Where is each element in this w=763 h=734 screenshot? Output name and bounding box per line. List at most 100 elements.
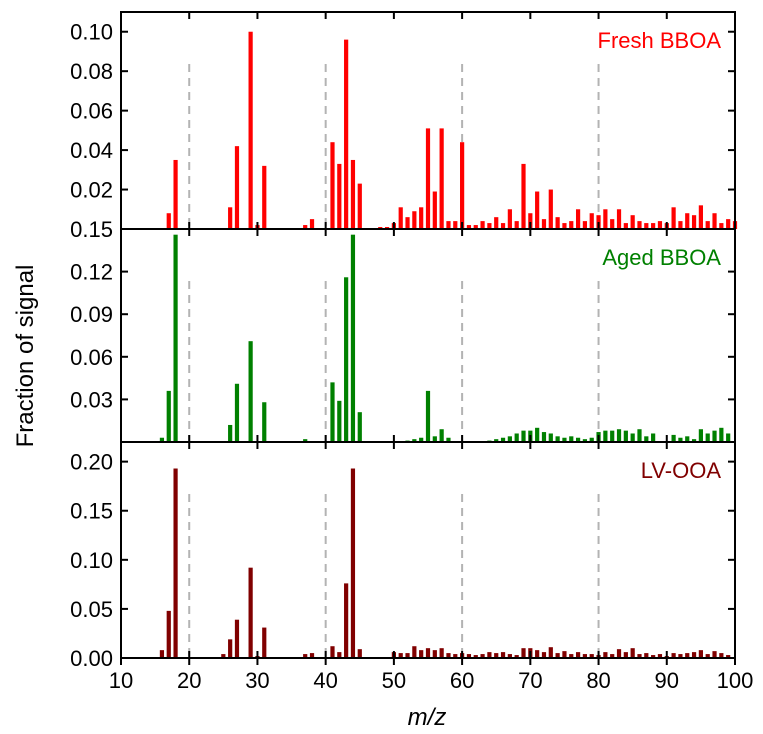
bar-lv-ooa-mz-93 [685,653,690,658]
y-tick-label-fresh-bboa: 0.08 [70,59,113,84]
x-tick-label: 20 [177,668,201,693]
bar-aged-bboa-mz-74 [555,436,560,442]
bar-lv-ooa-mz-63 [480,654,485,658]
bar-aged-bboa-mz-57 [439,429,444,442]
bar-fresh-bboa-mz-87 [644,223,649,229]
bar-lv-ooa-mz-42 [337,652,342,658]
bar-aged-bboa-mz-45 [357,412,362,442]
bar-lv-ooa-mz-73 [548,647,553,658]
x-tick-label: 80 [586,668,610,693]
bar-fresh-bboa-mz-45 [357,183,362,229]
bar-lv-ooa-mz-82 [610,654,615,658]
bar-fresh-bboa-mz-78 [582,221,588,229]
bar-lv-ooa-mz-54 [419,650,424,658]
bar-fresh-bboa-mz-62 [473,225,478,229]
panel-frame-lv-ooa [120,441,736,659]
bar-lv-ooa-mz-74 [555,653,560,658]
bar-aged-bboa-mz-81 [603,430,608,442]
bar-lv-ooa-mz-86 [637,654,642,658]
panel-label-lv-ooa: LV-OOA [641,458,722,483]
bar-fresh-bboa-mz-73 [548,189,553,229]
bar-lv-ooa-mz-57 [439,648,444,658]
bar-fresh-bboa-mz-76 [569,221,574,229]
bar-lv-ooa-mz-62 [473,655,478,658]
bar-lv-ooa-mz-87 [644,653,649,658]
bar-lv-ooa-mz-55 [425,648,431,658]
bar-aged-bboa-mz-88 [651,433,656,442]
x-tick-label: 90 [655,668,679,693]
bar-fresh-bboa-mz-85 [630,215,635,229]
bar-fresh-bboa-mz-52 [405,217,410,229]
y-tick-label-aged-bboa: 0.03 [70,387,113,412]
x-tick-label: 60 [450,668,474,693]
x-axis-title: m/z [408,704,447,731]
bar-aged-bboa-mz-97 [712,430,717,442]
bar-lv-ooa-mz-81 [603,652,608,658]
bar-aged-bboa-mz-85 [630,433,635,442]
bar-fresh-bboa-mz-96 [705,221,710,229]
x-tick-label: 100 [717,668,754,693]
bar-fresh-bboa-mz-58 [446,221,451,229]
bar-aged-bboa-mz-43 [344,277,349,442]
bar-aged-bboa-mz-53 [412,439,417,442]
bar-fresh-bboa-mz-91 [671,207,676,229]
bar-lv-ooa-mz-18 [173,468,178,658]
bar-fresh-bboa-mz-63 [480,221,485,229]
bar-fresh-bboa-mz-54 [419,207,424,229]
bar-lv-ooa-mz-69 [521,648,526,658]
bar-lv-ooa-mz-78 [582,654,588,658]
bar-lv-ooa-mz-91 [671,653,676,658]
bar-fresh-bboa-mz-97 [712,213,717,229]
y-tick-label-aged-bboa: 0.12 [70,260,113,285]
bar-fresh-bboa-mz-94 [691,215,697,229]
bar-lv-ooa-mz-83 [616,649,622,658]
bar-lv-ooa-mz-51 [398,653,403,658]
panel-label-aged-bboa: Aged BBOA [602,245,721,270]
bar-aged-bboa-mz-69 [521,430,526,442]
y-tick-label-fresh-bboa: 0.02 [70,178,113,203]
bar-lv-ooa-mz-88 [651,655,656,658]
bar-fresh-bboa-mz-55 [425,128,431,229]
bar-aged-bboa-mz-82 [610,430,615,442]
bar-lv-ooa-mz-29 [248,567,253,658]
y-tick-label-aged-bboa: 0.09 [70,302,113,327]
x-tick-label: 30 [245,668,269,693]
bar-fresh-bboa-mz-81 [603,209,608,229]
bar-aged-bboa-mz-68 [514,433,519,442]
bar-fresh-bboa-mz-29 [248,31,253,230]
bar-fresh-bboa-mz-67 [507,209,512,229]
bar-aged-bboa-mz-37 [303,439,308,442]
bar-aged-bboa-mz-76 [569,436,574,442]
bar-aged-bboa-mz-84 [623,430,628,442]
bar-fresh-bboa-mz-83 [616,209,622,229]
bar-aged-bboa-mz-67 [507,436,512,442]
bar-aged-bboa-mz-73 [548,433,553,442]
bar-fresh-bboa-mz-75 [562,223,567,229]
bar-aged-bboa-mz-95 [698,429,703,442]
bar-fresh-bboa-mz-68 [514,221,519,229]
bar-lv-ooa-mz-37 [303,654,308,658]
x-tick-label: 70 [518,668,542,693]
y-tick-label-aged-bboa: 0.06 [70,345,113,370]
x-tick-label: 50 [382,668,406,693]
bar-aged-bboa-mz-96 [705,433,710,442]
bar-aged-bboa-mz-16 [159,437,165,442]
bar-fresh-bboa-mz-95 [698,205,703,229]
bar-fresh-bboa-mz-64 [487,223,492,229]
bar-aged-bboa-mz-31 [262,402,267,442]
bar-lv-ooa-mz-97 [712,651,717,658]
bar-lv-ooa-mz-79 [589,654,594,658]
bar-lv-ooa-mz-99 [726,655,731,658]
bar-lv-ooa-mz-98 [719,653,724,658]
bar-lv-ooa-mz-41 [330,646,335,658]
bar-aged-bboa-mz-26 [228,424,233,442]
bar-lv-ooa-mz-26 [228,639,233,658]
bar-lv-ooa-mz-92 [678,654,683,658]
bar-aged-bboa-mz-83 [616,429,622,442]
labels: 0.02 0.04 0.06 0.08 0.10 0.15 Fresh BBOA 0.03 0.… [70,20,753,693]
bar-aged-bboa-mz-77 [575,437,581,442]
bar-lv-ooa-mz-64 [487,652,492,658]
y-tick-label-lv-ooa: 0.05 [70,597,113,622]
bar-aged-bboa-mz-55 [425,390,431,442]
